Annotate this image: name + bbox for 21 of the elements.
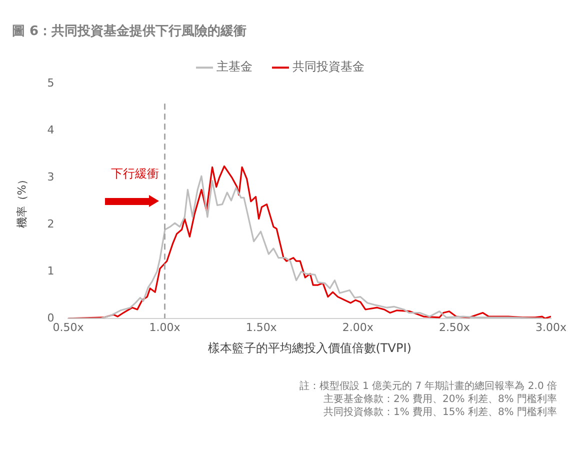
x-tick-label: 1.00x (149, 320, 181, 334)
y-tick-label: 4 (47, 123, 54, 136)
y-tick-label: 5 (47, 76, 54, 90)
x-tick-label: 1.50x (246, 320, 278, 334)
legend-label: 共同投資基金 (292, 60, 364, 74)
x-tick-label: 2.00x (342, 320, 374, 334)
text: 共同投資條款：1% 費用、15% 利差、8% 門檻利率 (322, 406, 557, 419)
x-axis-title: 樣本籃子的平均總投入價值倍數(TVPI) (208, 340, 412, 355)
x-tick-label: 0.50x (52, 320, 84, 334)
text: 主要基金條款：2% 費用、20% 利差、8% 門檻利率 (322, 393, 557, 406)
legend-label: 主基金 (216, 60, 252, 74)
y-tick-label: 3 (47, 170, 54, 184)
y-axis-title: 機率（%） (15, 174, 28, 228)
annotation: 下行緩衝 (110, 166, 159, 181)
chart-title: 圖 6：共同投資基金提供下行風險的緩衝 (12, 24, 247, 40)
x-tick-label: 3.00x (535, 320, 567, 334)
y-tick-label: 1 (47, 264, 54, 278)
text: 註：模型假設 1 億美元的 7 年期計畫的總回報率為 2.0 倍 (299, 380, 557, 393)
y-tick-label: 0 (47, 311, 54, 324)
y-tick-label: 2 (47, 217, 54, 230)
x-tick-label: 2.50x (438, 320, 470, 334)
